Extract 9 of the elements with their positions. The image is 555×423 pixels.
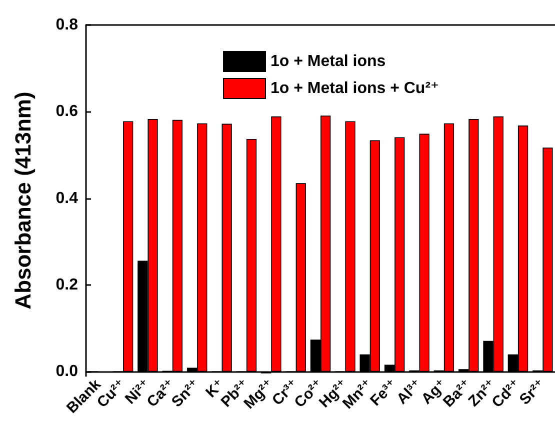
- y-axis-title: Absorbance (413nm): [10, 92, 36, 310]
- legend-label: 1o + Metal ions: [270, 53, 386, 70]
- y-tick-label: 0.2: [56, 276, 78, 294]
- y-tick-label: 0.4: [56, 190, 78, 207]
- y-tick-label: 0.0: [56, 363, 78, 380]
- y-tick-label: 0.6: [56, 103, 78, 120]
- x-tick-label: Sr²⁺: [516, 376, 549, 408]
- y-tick-label: 0.8: [56, 16, 78, 34]
- legend-label: 1o + Metal ions + Cu²⁺: [270, 80, 439, 97]
